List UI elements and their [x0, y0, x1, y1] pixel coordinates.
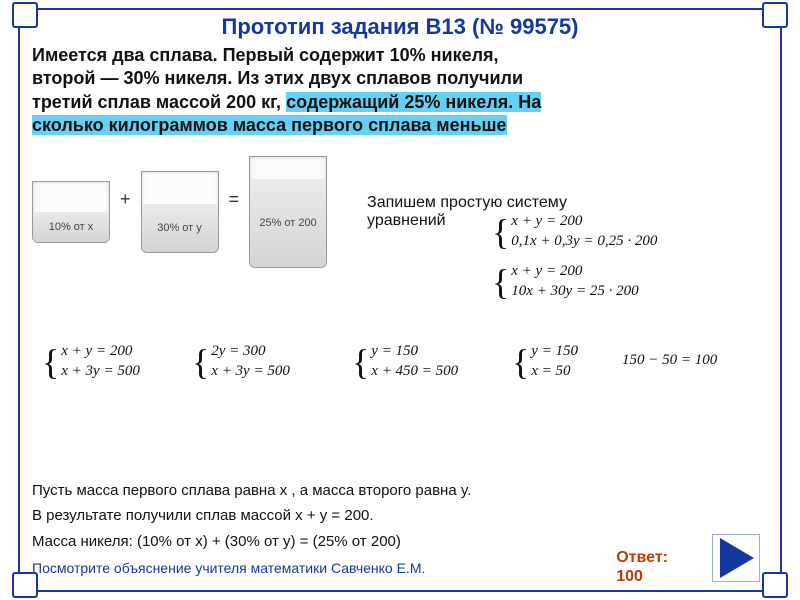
answer-label: Ответ: [616, 549, 668, 566]
slide-title: Прототип задания B13 (№ 99575) [32, 14, 768, 40]
equation: x + y = 200 [511, 213, 582, 229]
problem-text: Имеется два сплава. Первый содержит 10% … [32, 44, 768, 138]
explanation: Пусть масса первого сплава равна x , а м… [32, 478, 768, 555]
equation: 0,1x + 0,3y = 0,25 · 200 [511, 233, 657, 249]
beaker-3: 25% от 200 [249, 156, 327, 268]
beaker-fill: 10% от x [33, 212, 109, 242]
answer-value: 100 [616, 568, 643, 585]
beaker-group: 25% от 200 [249, 156, 327, 268]
beaker-label: 25% от 200 [259, 217, 316, 229]
equation-system: { y = 150 x = 50 [512, 342, 578, 381]
equation-system: { 2y = 300 x + 3y = 500 [192, 342, 290, 381]
equation: x + y = 200 [61, 343, 132, 359]
equation: 150 − 50 = 100 [622, 352, 717, 368]
beaker-fill: 30% от y [142, 204, 218, 252]
explain-line: В результате получили сплав массой x + y… [32, 503, 768, 529]
equation-system: { x + y = 200 x + 3y = 500 [42, 342, 140, 381]
equation: 2y = 300 [211, 343, 265, 359]
equation-final: 150 − 50 = 100 [622, 352, 717, 369]
explain-line: Пусть масса первого сплава равна x , а м… [32, 478, 768, 504]
beaker-label: 10% от x [49, 221, 94, 233]
problem-line: Имеется два сплава. Первый содержит 10% … [32, 45, 499, 65]
problem-highlight: содержащий 25% никеля. На [286, 92, 541, 112]
problem-line: второй — 30% никеля. Из этих двух сплаво… [32, 68, 523, 88]
equation: y = 150 [531, 343, 578, 359]
equation: x + 3y = 500 [211, 363, 290, 379]
slide-content: Прототип задания B13 (№ 99575) Имеется д… [32, 14, 768, 586]
beaker-group: 10% от x [32, 181, 110, 243]
beaker-label: 30% от y [157, 222, 202, 234]
equation: x + y = 200 [511, 263, 582, 279]
equation: 10x + 30y = 25 · 200 [511, 283, 638, 299]
equation: y = 150 [371, 343, 418, 359]
problem-highlight: сколько килограммов масса первого сплава… [32, 115, 507, 135]
nav-next-icon[interactable] [720, 538, 754, 578]
problem-line: третий сплав массой 200 кг, [32, 92, 286, 112]
equation-system: { x + y = 200 0,1x + 0,3y = 0,25 · 200 [492, 212, 657, 251]
beaker-fill: 25% от 200 [250, 179, 326, 267]
diagram-row: 10% от x + 30% от y = 25% от 200 Запишем… [32, 156, 768, 268]
equation-system: { x + y = 200 10x + 30y = 25 · 200 [492, 262, 639, 301]
equation: x + 450 = 500 [371, 363, 458, 379]
answer-block: Ответ: 100 [616, 548, 668, 586]
plus-sign: + [120, 189, 131, 234]
beaker-1: 10% от x [32, 181, 110, 243]
equation: x = 50 [531, 363, 570, 379]
beaker-2: 30% от y [141, 171, 219, 253]
equation: x + 3y = 500 [61, 363, 140, 379]
equals-sign: = [229, 189, 240, 234]
equation-system: { y = 150 x + 450 = 500 [352, 342, 458, 381]
beaker-group: 30% от y [141, 171, 219, 253]
